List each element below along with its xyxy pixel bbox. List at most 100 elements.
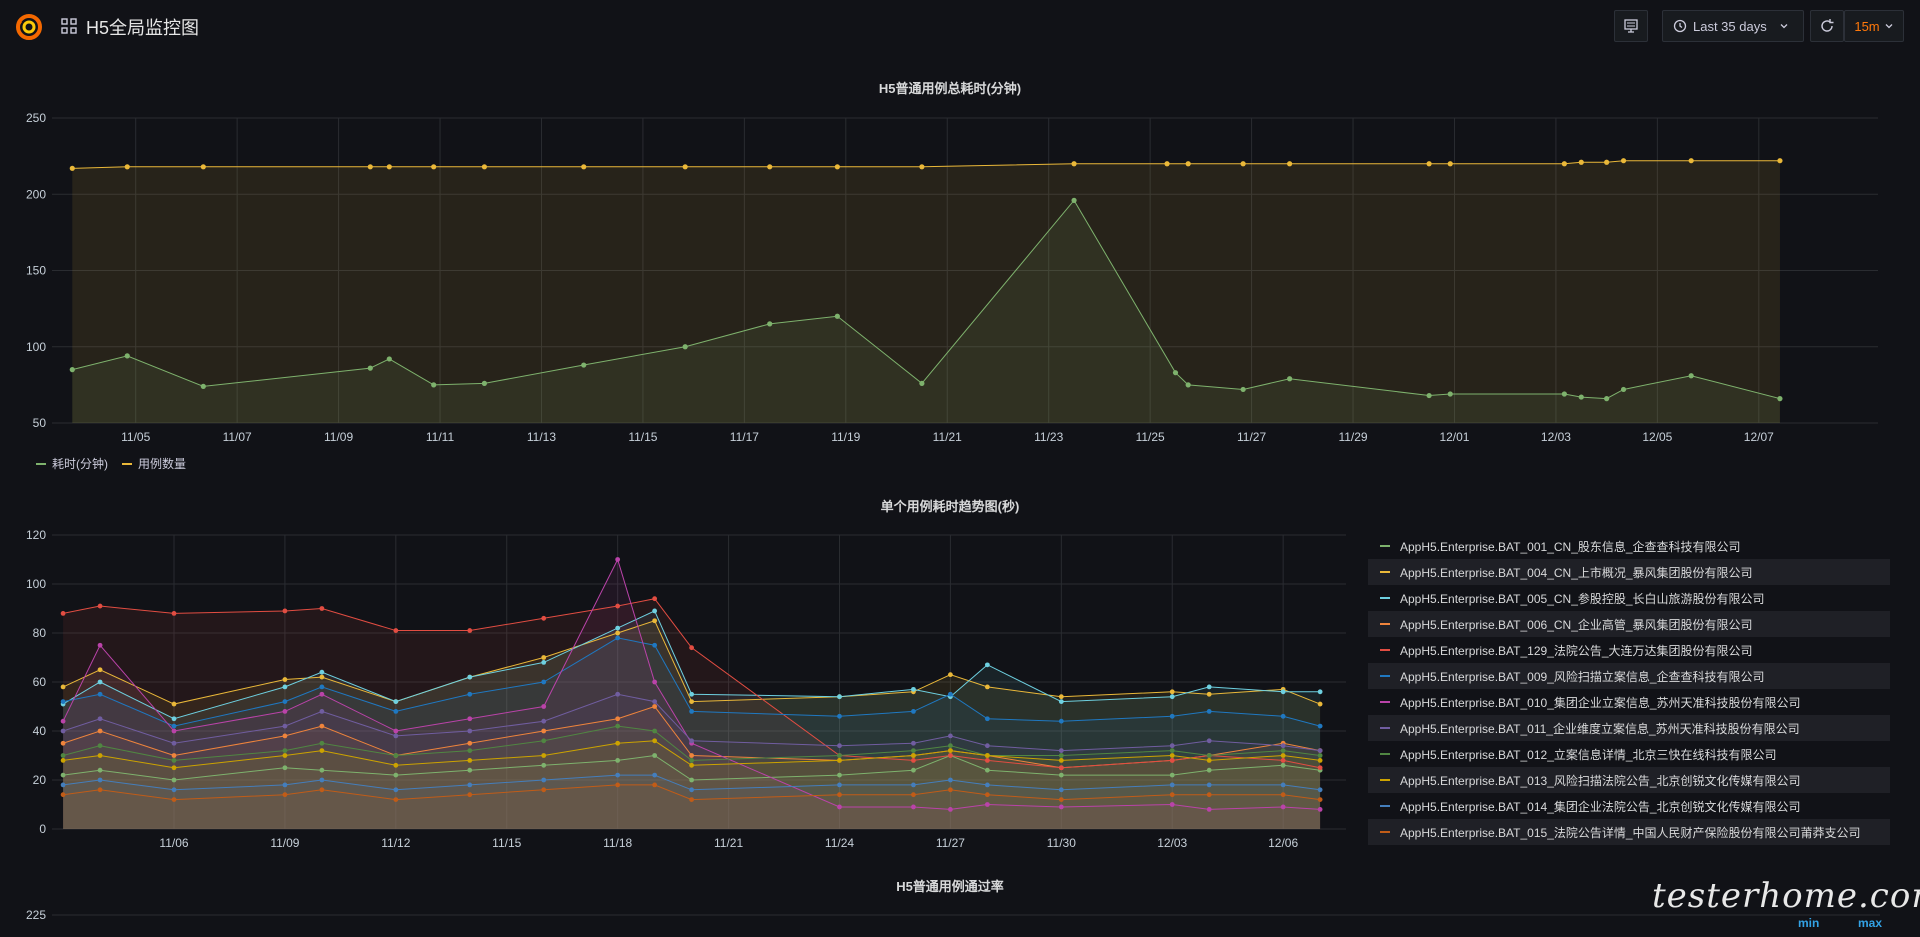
data-point[interactable]: [97, 787, 103, 793]
single-case-duration-chart[interactable]: 0 20 40 60 80 100 120 11/06 11/09 11/12 11/15 11/18…: [0, 515, 1360, 875]
data-point[interactable]: [767, 164, 773, 170]
data-point[interactable]: [97, 743, 103, 749]
data-point[interactable]: [1058, 765, 1064, 771]
data-point[interactable]: [171, 716, 177, 722]
data-point[interactable]: [1280, 753, 1286, 758]
data-point[interactable]: [1688, 158, 1694, 164]
data-point[interactable]: [319, 606, 325, 611]
data-point[interactable]: [97, 667, 103, 673]
data-point[interactable]: [948, 691, 953, 697]
legend-item[interactable]: AppH5.Enterprise.BAT_001_CN_股东信息_企查查科技有限…: [1368, 533, 1890, 559]
data-point[interactable]: [171, 753, 177, 758]
data-point[interactable]: [837, 792, 842, 798]
data-point[interactable]: [481, 380, 488, 386]
data-point[interactable]: [124, 164, 130, 170]
data-point[interactable]: [837, 713, 842, 719]
data-point[interactable]: [615, 557, 621, 562]
data-point[interactable]: [834, 164, 840, 170]
data-point[interactable]: [1169, 782, 1175, 788]
data-point[interactable]: [386, 356, 392, 362]
data-point[interactable]: [911, 748, 916, 753]
data-point[interactable]: [1206, 684, 1212, 690]
data-point[interactable]: [1240, 161, 1246, 167]
series-line[interactable]: [62, 610, 1321, 720]
series-line[interactable]: [62, 725, 1321, 761]
panel3-title[interactable]: H5普通用例通过率: [896, 879, 1004, 894]
data-point[interactable]: [60, 684, 66, 690]
data-point[interactable]: [1058, 787, 1064, 793]
data-point[interactable]: [1058, 718, 1064, 724]
data-point[interactable]: [948, 777, 953, 783]
data-point[interactable]: [1169, 753, 1175, 758]
data-point[interactable]: [837, 753, 842, 758]
data-point[interactable]: [1169, 743, 1175, 749]
data-point[interactable]: [467, 628, 473, 633]
total-duration-chart[interactable]: 50 100 150 200 250 11/05 11/07 11/09 11/11 11/13 1…: [0, 0, 1920, 470]
series-line[interactable]: [62, 637, 1321, 727]
data-point[interactable]: [911, 758, 916, 763]
data-point[interactable]: [1287, 376, 1293, 382]
data-point[interactable]: [615, 740, 621, 746]
data-point[interactable]: [393, 709, 399, 714]
data-point[interactable]: [171, 728, 177, 734]
legend-item[interactable]: AppH5.Enterprise.BAT_015_法院公告详情_中国人民财产保险…: [1368, 819, 1890, 845]
data-point[interactable]: [1280, 792, 1286, 798]
data-point[interactable]: [682, 344, 688, 350]
data-point[interactable]: [1058, 753, 1064, 758]
data-point[interactable]: [948, 748, 953, 753]
data-point[interactable]: [837, 743, 842, 749]
legend-item[interactable]: AppH5.Enterprise.BAT_011_企业维度立案信息_苏州天准科技…: [1368, 715, 1890, 741]
data-point[interactable]: [1058, 804, 1064, 810]
data-point[interactable]: [467, 740, 473, 746]
data-point[interactable]: [282, 782, 288, 788]
data-point[interactable]: [467, 728, 473, 734]
data-point[interactable]: [1280, 689, 1286, 695]
data-point[interactable]: [984, 792, 990, 798]
data-point[interactable]: [1280, 713, 1286, 719]
data-point[interactable]: [984, 684, 990, 690]
data-point[interactable]: [541, 655, 547, 660]
data-point[interactable]: [541, 762, 547, 768]
data-point[interactable]: [1280, 804, 1286, 810]
data-point[interactable]: [541, 738, 547, 744]
panel1-title[interactable]: H5普通用例总耗时(分钟): [878, 81, 1022, 96]
data-point[interactable]: [1206, 792, 1212, 798]
data-point[interactable]: [282, 753, 288, 758]
data-point[interactable]: [689, 691, 695, 697]
tv-mode-button[interactable]: [1614, 10, 1648, 42]
data-point[interactable]: [97, 691, 103, 697]
legend-item[interactable]: AppH5.Enterprise.BAT_009_风险扫描立案信息_企查查科技有…: [1368, 663, 1890, 689]
data-point[interactable]: [60, 782, 66, 788]
data-point[interactable]: [948, 787, 953, 793]
data-point[interactable]: [282, 709, 288, 714]
data-point[interactable]: [60, 772, 66, 778]
dashboard-grid-icon[interactable]: [61, 18, 77, 34]
data-point[interactable]: [60, 792, 66, 798]
data-point[interactable]: [911, 709, 916, 714]
data-point[interactable]: [467, 792, 473, 798]
data-point[interactable]: [689, 699, 695, 704]
data-point[interactable]: [1688, 373, 1694, 379]
data-point[interactable]: [615, 782, 621, 788]
legend-item[interactable]: AppH5.Enterprise.BAT_006_CN_企业高管_暴风集团股份有…: [1368, 611, 1890, 637]
series-line[interactable]: [62, 620, 1321, 705]
data-point[interactable]: [1280, 743, 1286, 749]
data-point[interactable]: [1206, 709, 1212, 714]
panel2-title[interactable]: 单个用例耗时趋势图(秒): [880, 499, 1020, 514]
data-point[interactable]: [97, 716, 103, 722]
legend-item[interactable]: AppH5.Enterprise.BAT_014_集团企业法院公告_北京创锐文化…: [1368, 793, 1890, 819]
data-point[interactable]: [431, 382, 437, 388]
data-point[interactable]: [97, 728, 103, 734]
data-point[interactable]: [386, 164, 392, 170]
data-point[interactable]: [689, 762, 695, 768]
legend-item[interactable]: AppH5.Enterprise.BAT_129_法院公告_大连万达集团股份有限…: [1368, 637, 1890, 663]
data-point[interactable]: [919, 164, 925, 170]
legend-item-duration[interactable]: 耗时(分钟): [36, 455, 108, 472]
data-point[interactable]: [615, 758, 621, 763]
data-point[interactable]: [541, 615, 547, 621]
data-point[interactable]: [1578, 159, 1584, 165]
data-point[interactable]: [171, 701, 177, 707]
data-point[interactable]: [682, 164, 688, 170]
data-point[interactable]: [1426, 392, 1432, 399]
series-line[interactable]: [62, 598, 1321, 769]
